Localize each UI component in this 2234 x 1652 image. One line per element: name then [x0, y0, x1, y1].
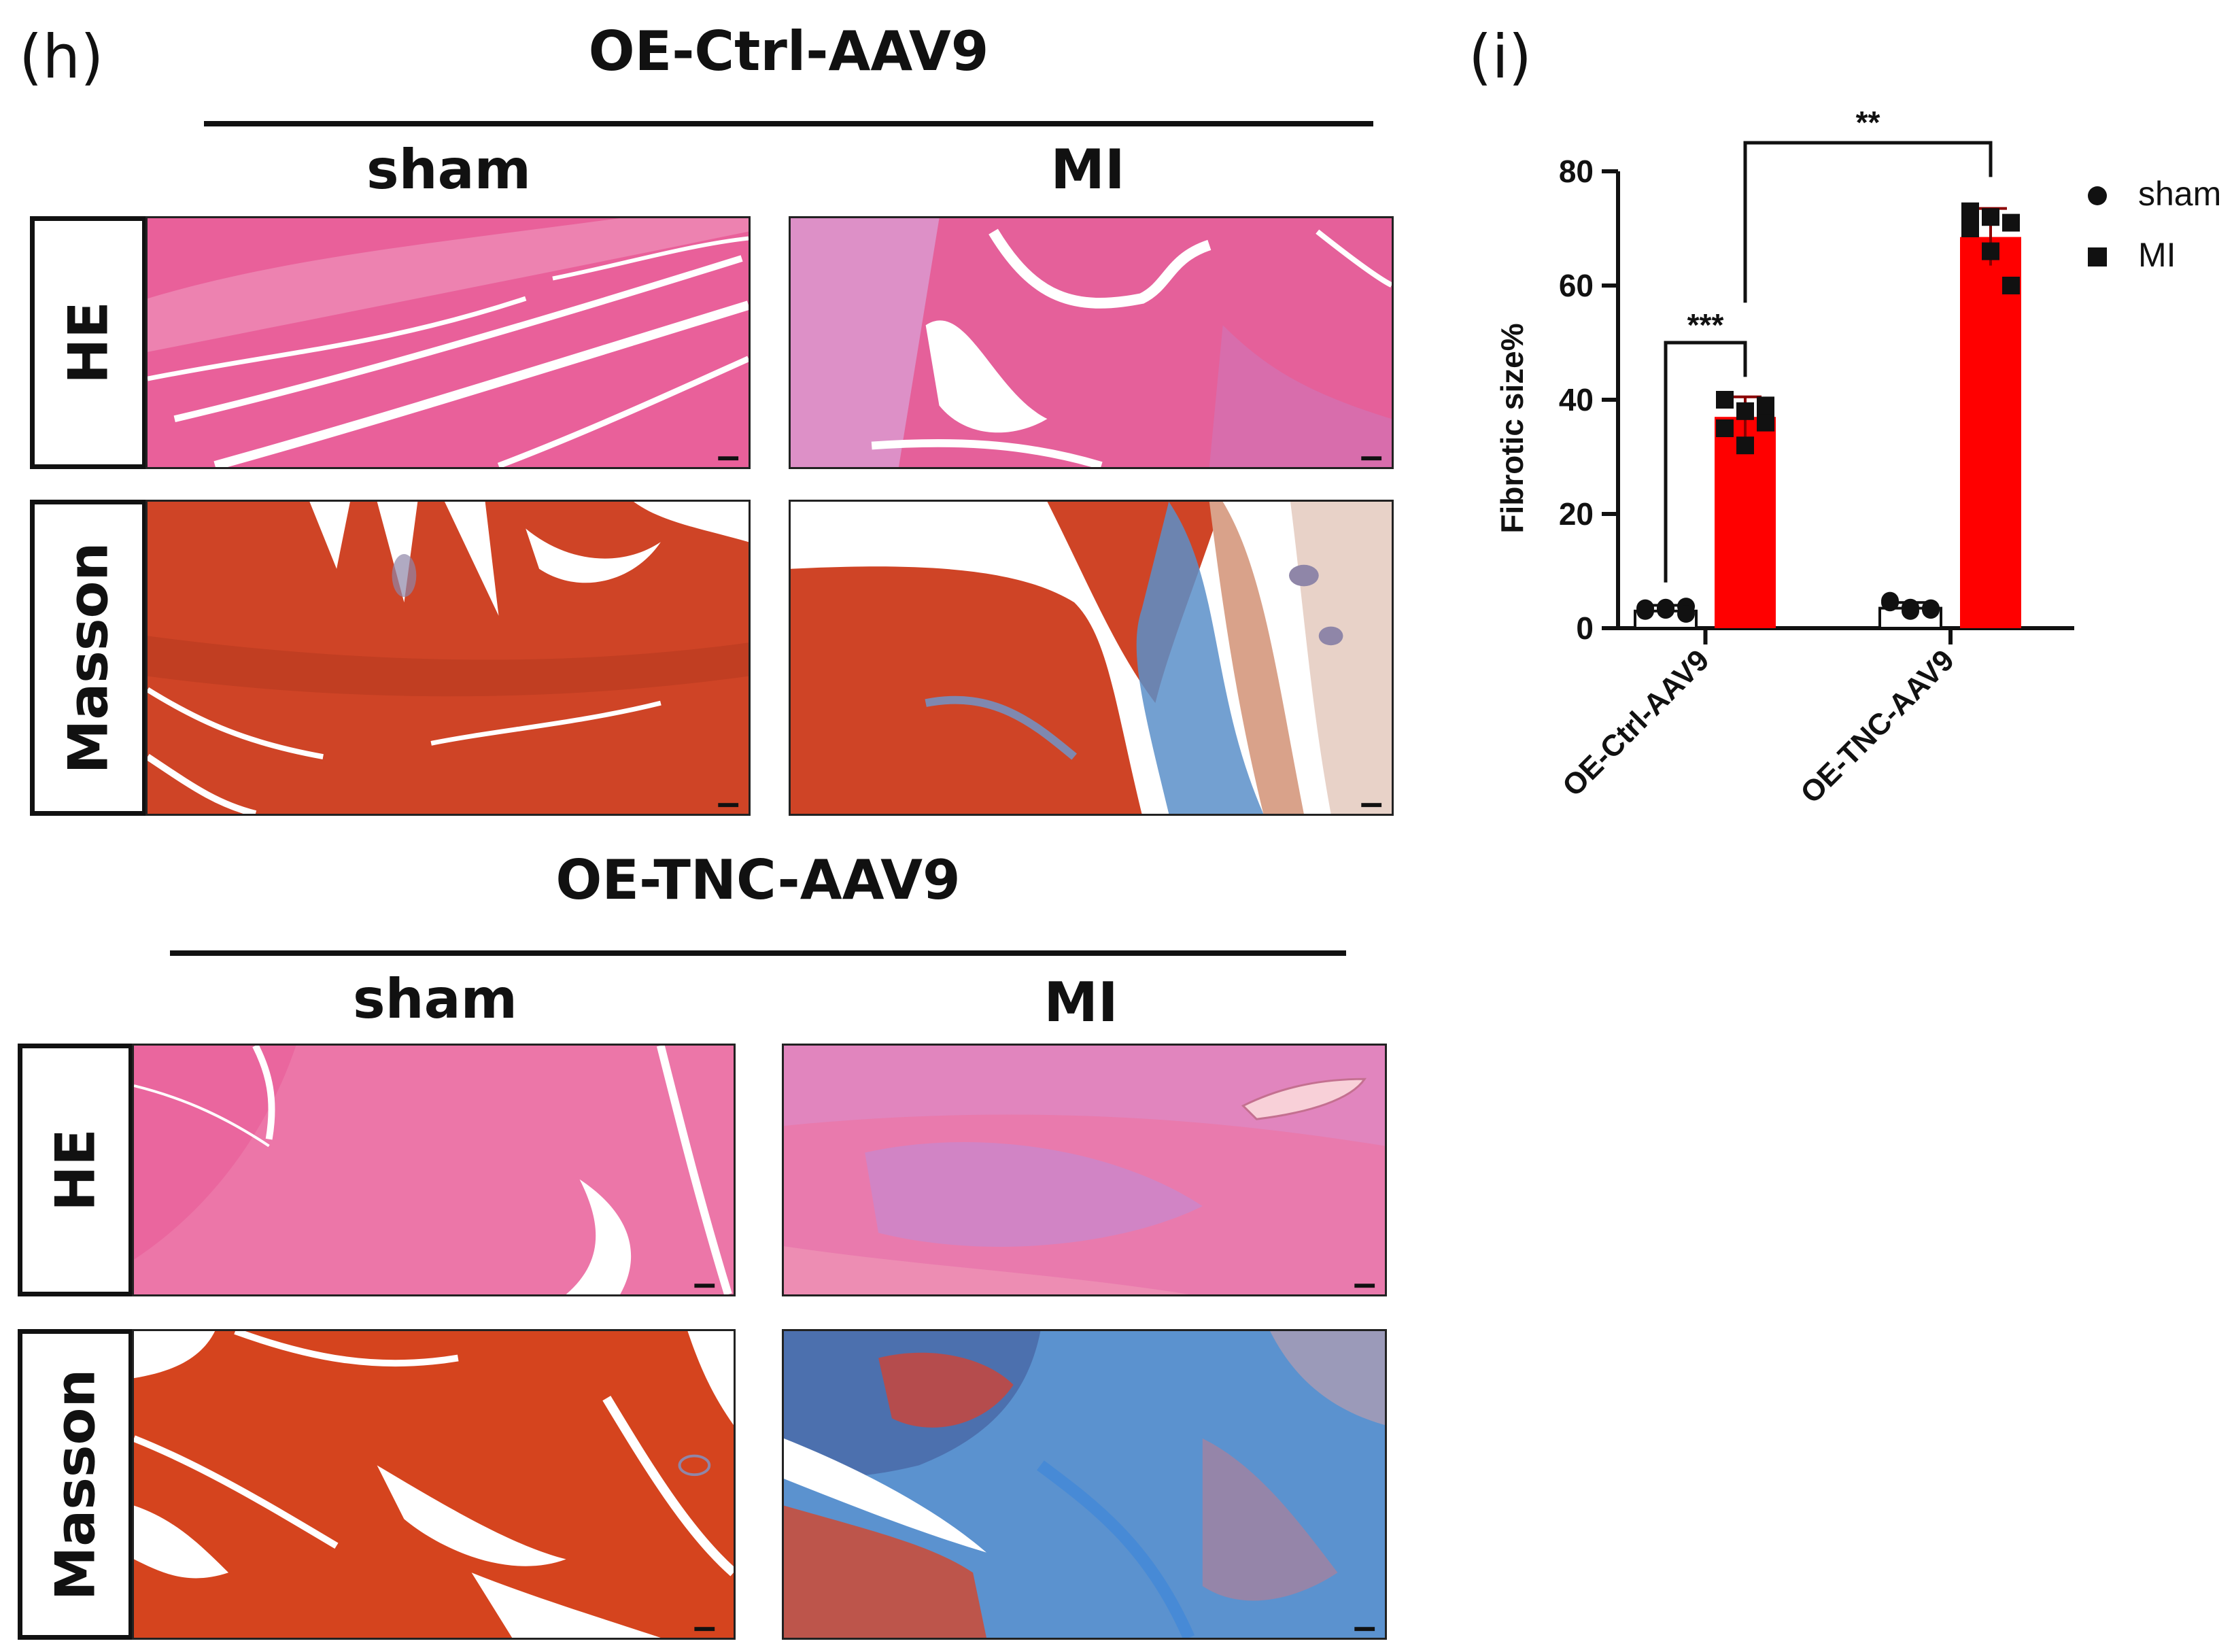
masson-mi-ctrl-image [789, 500, 1394, 816]
data-point-MI [2002, 213, 2020, 232]
data-point-MI [1961, 202, 1979, 220]
group-title-ctrl: OE-Ctrl-AAV9 [588, 20, 989, 83]
legend-label-sham: sham [2138, 175, 2221, 213]
column-header-mi-tnc: MI [1044, 971, 1118, 1034]
column-header-mi-ctrl: MI [1050, 138, 1125, 201]
he-mi-ctrl-image [789, 216, 1394, 469]
group-title-tnc: OE-TNC-AAV9 [555, 848, 961, 912]
panel-label-h: (h) [19, 22, 104, 92]
y-axis-label: Fibrotic size% [1494, 323, 1530, 533]
data-point-sham [1677, 605, 1695, 623]
data-point-MI [1982, 208, 1999, 226]
data-point-MI [1736, 402, 1754, 420]
legend-marker-MI [2088, 247, 2107, 266]
data-point-MI [1716, 419, 1734, 437]
y-tick-label: 0 [1576, 610, 1594, 646]
data-point-MI [1757, 413, 1774, 432]
significance-label: *** [1687, 307, 1724, 343]
fibrotic-size-chart: Fibrotic size% 0 20 40 60 80 OE-Ctrl-AAV9 OE-… [1494, 105, 2221, 810]
x-tick-label: OE-TNC-AAV9 [1794, 643, 1961, 810]
data-point-sham [1881, 591, 1899, 610]
data-point-MI [1757, 396, 1774, 415]
y-tick-label: 20 [1559, 496, 1594, 532]
masson-sham-ctrl-image [145, 500, 751, 816]
significance-bracket [1743, 141, 1993, 303]
group-rule-tnc [170, 950, 1346, 956]
legend-label-MI: MI [2138, 236, 2176, 274]
y-tick-label: 80 [1559, 154, 1594, 189]
he-mi-tnc-image [782, 1044, 1387, 1296]
column-header-sham-ctrl: sham [366, 138, 531, 201]
data-point-MI [1982, 242, 1999, 260]
row-label-masson-tnc: Masson [18, 1329, 133, 1640]
data-point-sham [1902, 598, 1919, 617]
data-point-MI [1736, 436, 1754, 455]
he-sham-tnc-image [132, 1044, 736, 1296]
data-point-MI [1961, 220, 1979, 237]
row-label-masson-ctrl: Masson [30, 500, 147, 816]
panel-label-i: (i) [1468, 22, 1532, 92]
significance-label: ** [1856, 105, 1880, 140]
column-header-sham-tnc: sham [353, 967, 517, 1031]
bar-MI-1 [1960, 237, 2021, 629]
x-tick-label: OE-Ctrl-AAV9 [1556, 643, 1716, 803]
data-point-sham [1922, 601, 1940, 619]
row-label-he-ctrl: HE [30, 216, 147, 469]
y-tick-label: 60 [1559, 268, 1594, 303]
row-label-he-tnc: HE [18, 1044, 133, 1296]
masson-sham-tnc-image [132, 1329, 736, 1640]
legend-marker-sham [2088, 186, 2107, 205]
data-point-MI [2002, 277, 2020, 294]
data-point-sham [1657, 598, 1674, 617]
data-point-MI [1716, 391, 1734, 409]
data-point-sham [1636, 602, 1654, 620]
he-sham-ctrl-image [145, 216, 751, 469]
y-tick-label: 40 [1559, 382, 1594, 417]
masson-mi-tnc-image [782, 1329, 1387, 1640]
group-rule-ctrl [204, 121, 1373, 126]
significance-bracket [1664, 341, 1747, 583]
